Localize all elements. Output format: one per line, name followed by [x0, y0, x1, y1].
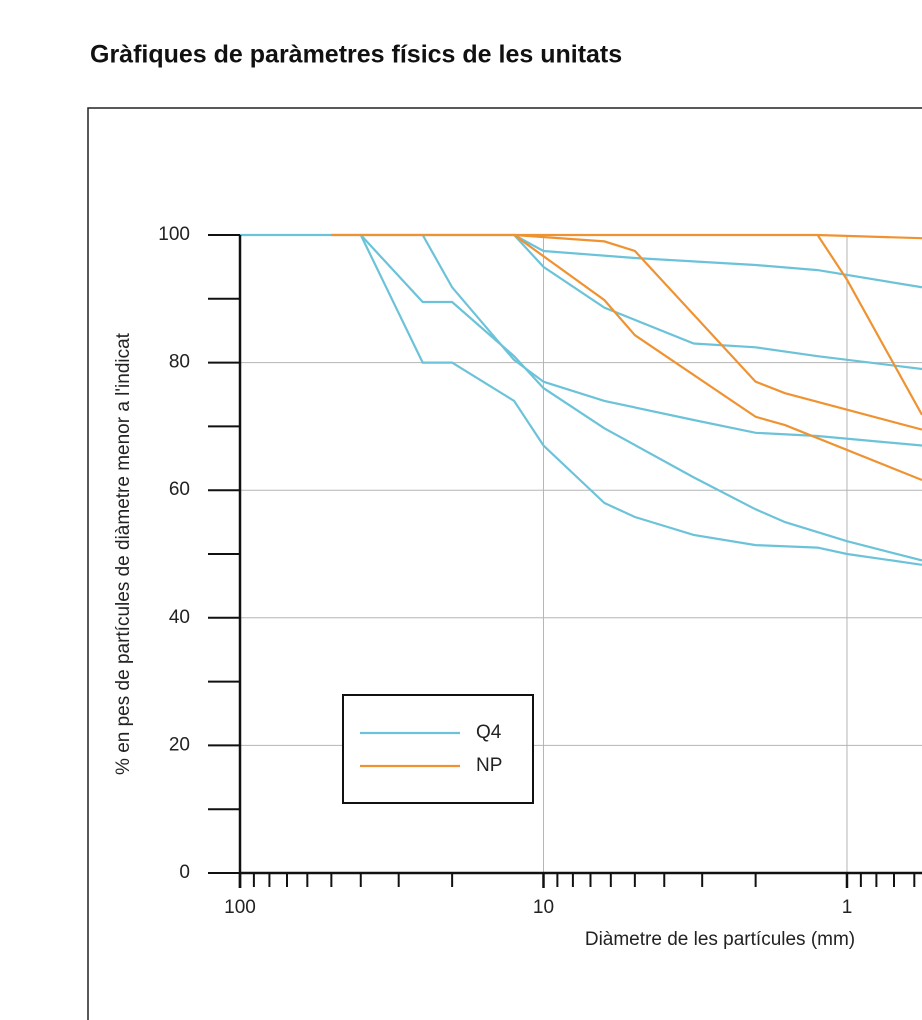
y-tick-label: 100 [158, 224, 190, 245]
y-tick-label: 40 [169, 607, 190, 628]
data-line [359, 234, 922, 562]
x-axis-label: Diàmetre de les partícules (mm) [585, 929, 855, 950]
data-line [240, 233, 922, 289]
data-line [816, 234, 922, 416]
y-tick-label: 80 [169, 352, 190, 373]
x-tick-label: 10 [533, 897, 554, 918]
data-line [421, 234, 922, 447]
data-line [513, 234, 922, 482]
x-tick-label: 100 [224, 897, 256, 918]
legend-label: Q4 [476, 722, 502, 743]
data-line [514, 233, 922, 431]
data-line [513, 234, 922, 371]
y-tick-label: 0 [179, 862, 190, 883]
frame [87, 107, 922, 1020]
legend-box [342, 694, 534, 804]
y-axis-label: % en pes de partícules de diàmetre menor… [113, 332, 134, 775]
legend-label: NP [476, 755, 502, 776]
y-tick-label: 60 [169, 479, 190, 500]
x-tick-label: 1 [842, 897, 853, 918]
data-line [331, 233, 922, 240]
data-line [359, 234, 922, 566]
y-tick-label: 20 [169, 734, 190, 755]
chart-title: Gràfiques de paràmetres físics de les un… [90, 41, 622, 69]
